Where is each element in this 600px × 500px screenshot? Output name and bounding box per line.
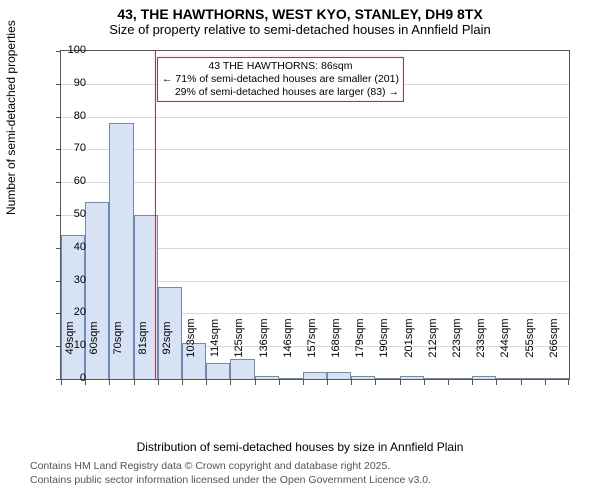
xtick-mark bbox=[303, 380, 304, 385]
xtick-mark bbox=[375, 380, 376, 385]
xtick-label: 125sqm bbox=[233, 318, 245, 357]
xtick-label: 223sqm bbox=[451, 318, 463, 357]
ytick-label: 20 bbox=[62, 306, 86, 318]
ytick-mark bbox=[56, 215, 61, 216]
xtick-mark bbox=[496, 380, 497, 385]
ytick-label: 40 bbox=[62, 241, 86, 253]
xtick-mark bbox=[182, 380, 183, 385]
xtick-label: 92sqm bbox=[161, 321, 173, 354]
ytick-label: 70 bbox=[62, 142, 86, 154]
histogram-bar bbox=[448, 378, 472, 379]
xtick-mark bbox=[279, 380, 280, 385]
ytick-label: 60 bbox=[62, 175, 86, 187]
xtick-mark bbox=[255, 380, 256, 385]
histogram-bar bbox=[279, 378, 303, 379]
histogram-bar bbox=[351, 376, 375, 379]
xtick-label: 114sqm bbox=[209, 319, 221, 357]
annotation-line1: 43 THE HAWTHORNS: 86sqm bbox=[162, 60, 399, 73]
x-axis-label: Distribution of semi-detached houses by … bbox=[0, 440, 600, 454]
xtick-label: 266sqm bbox=[548, 318, 560, 357]
xtick-mark bbox=[134, 380, 135, 385]
xtick-mark bbox=[206, 380, 207, 385]
xtick-mark bbox=[545, 380, 546, 385]
annotation-line3: 29% of semi-detached houses are larger (… bbox=[162, 86, 399, 99]
xtick-label: 60sqm bbox=[88, 321, 100, 354]
xtick-label: 244sqm bbox=[499, 318, 511, 357]
xtick-mark bbox=[351, 380, 352, 385]
attribution-line2: Contains public sector information licen… bbox=[30, 474, 431, 488]
chart-title-line1: 43, THE HAWTHORNS, WEST KYO, STANLEY, DH… bbox=[0, 0, 600, 22]
xtick-mark bbox=[158, 380, 159, 385]
ytick-label: 90 bbox=[62, 77, 86, 89]
histogram-bar bbox=[206, 363, 230, 379]
ytick-label: 30 bbox=[62, 274, 86, 286]
xtick-mark bbox=[472, 380, 473, 385]
xtick-label: 190sqm bbox=[378, 318, 390, 357]
xtick-label: 70sqm bbox=[112, 321, 124, 354]
histogram-bar bbox=[255, 376, 279, 379]
xtick-mark bbox=[230, 380, 231, 385]
histogram-bar bbox=[303, 372, 327, 379]
gridline bbox=[61, 182, 569, 183]
histogram-bar bbox=[230, 359, 254, 379]
ytick-mark bbox=[56, 182, 61, 183]
attribution-line1: Contains HM Land Registry data © Crown c… bbox=[30, 460, 431, 474]
xtick-label: 255sqm bbox=[524, 318, 536, 357]
xtick-label: 146sqm bbox=[282, 318, 294, 357]
y-axis-label: Number of semi-detached properties bbox=[4, 20, 18, 215]
ytick-mark bbox=[56, 149, 61, 150]
ytick-label: 0 bbox=[62, 372, 86, 384]
histogram-bar bbox=[375, 378, 399, 379]
gridline bbox=[61, 117, 569, 118]
ytick-label: 100 bbox=[62, 44, 86, 56]
xtick-label: 103sqm bbox=[185, 318, 197, 357]
gridline bbox=[61, 149, 569, 150]
ytick-label: 80 bbox=[62, 110, 86, 122]
xtick-label: 136sqm bbox=[258, 318, 270, 357]
xtick-mark bbox=[521, 380, 522, 385]
xtick-mark bbox=[424, 380, 425, 385]
ytick-label: 50 bbox=[62, 208, 86, 220]
attribution: Contains HM Land Registry data © Crown c… bbox=[30, 460, 431, 487]
xtick-label: 49sqm bbox=[64, 321, 76, 354]
histogram-bar bbox=[496, 378, 520, 379]
annotation-box: 43 THE HAWTHORNS: 86sqm← 71% of semi-det… bbox=[157, 57, 404, 102]
chart-title-line2: Size of property relative to semi-detach… bbox=[0, 22, 600, 37]
xtick-label: 157sqm bbox=[306, 318, 318, 357]
xtick-mark bbox=[400, 380, 401, 385]
histogram-bar bbox=[545, 378, 569, 379]
xtick-label: 81sqm bbox=[137, 321, 149, 354]
histogram-bar bbox=[521, 378, 545, 379]
xtick-mark bbox=[568, 380, 569, 385]
xtick-label: 168sqm bbox=[330, 318, 342, 357]
xtick-label: 179sqm bbox=[354, 318, 366, 357]
xtick-label: 212sqm bbox=[427, 318, 439, 357]
xtick-mark bbox=[109, 380, 110, 385]
property-marker-line bbox=[155, 51, 156, 379]
ytick-mark bbox=[56, 84, 61, 85]
ytick-mark bbox=[56, 51, 61, 52]
xtick-label: 233sqm bbox=[475, 318, 487, 357]
annotation-line2: ← 71% of semi-detached houses are smalle… bbox=[162, 73, 399, 86]
histogram-bar bbox=[424, 378, 448, 379]
xtick-label: 201sqm bbox=[403, 318, 415, 357]
histogram-bar bbox=[472, 376, 496, 379]
xtick-mark bbox=[327, 380, 328, 385]
histogram-bar bbox=[400, 376, 424, 379]
ytick-mark bbox=[56, 117, 61, 118]
histogram-bar bbox=[327, 372, 351, 379]
xtick-mark bbox=[448, 380, 449, 385]
